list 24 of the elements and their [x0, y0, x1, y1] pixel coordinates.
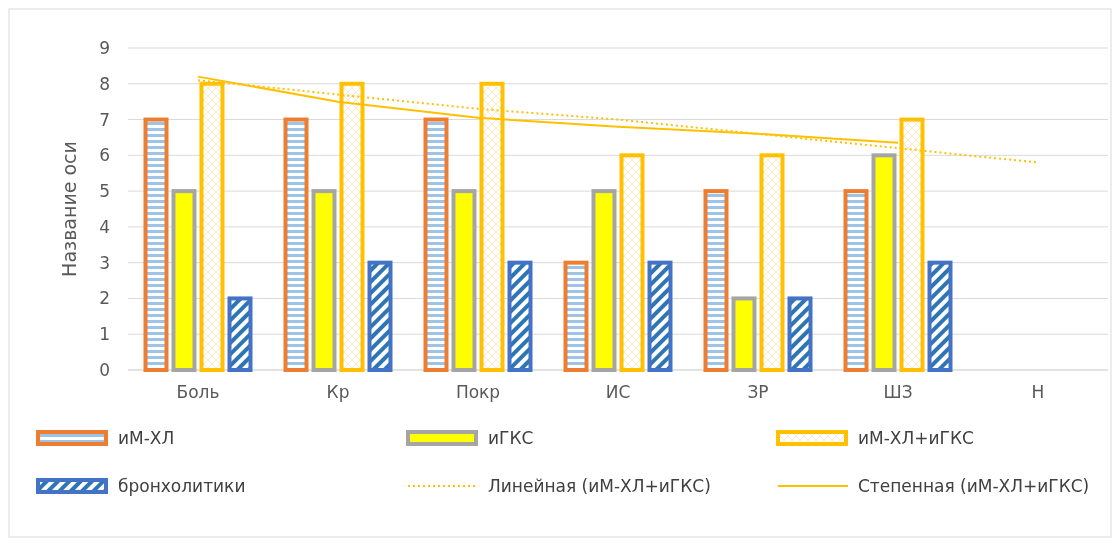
x-tick-label: ИС	[605, 382, 631, 402]
y-tick-label: 4	[99, 216, 110, 237]
x-tick-label: ШЗ	[883, 382, 913, 402]
y-tick-label: 8	[99, 73, 110, 94]
x-tick-label: ЗР	[747, 382, 769, 402]
legend-label: иГКС	[488, 428, 534, 448]
y-tick-label: 9	[99, 38, 110, 58]
x-tick-label: Н	[1031, 382, 1045, 402]
x-tick-label: Покр	[455, 382, 501, 402]
y-tick-label: 5	[99, 181, 110, 202]
legend-label: Линейная (иМ-ХЛ+иГКС)	[488, 476, 711, 496]
y-axis-title: Название оси	[58, 141, 80, 277]
x-tick-label: Кр	[326, 382, 350, 402]
x-tick-label: Боль	[176, 382, 220, 402]
y-tick-label: 3	[99, 252, 110, 273]
legend-label: бронхолитики	[118, 476, 246, 496]
y-tick-label: 6	[99, 145, 110, 166]
y-tick-label: 7	[99, 109, 110, 130]
y-tick-label: 0	[99, 360, 110, 380]
y-tick-label: 1	[99, 324, 110, 345]
legend-label: Степенная (иМ-ХЛ+иГКС)	[858, 476, 1090, 496]
legend-label: иМ-ХЛ+иГКС	[858, 428, 974, 448]
legend-label: иМ-ХЛ	[118, 428, 175, 448]
y-tick-label: 2	[99, 288, 110, 309]
